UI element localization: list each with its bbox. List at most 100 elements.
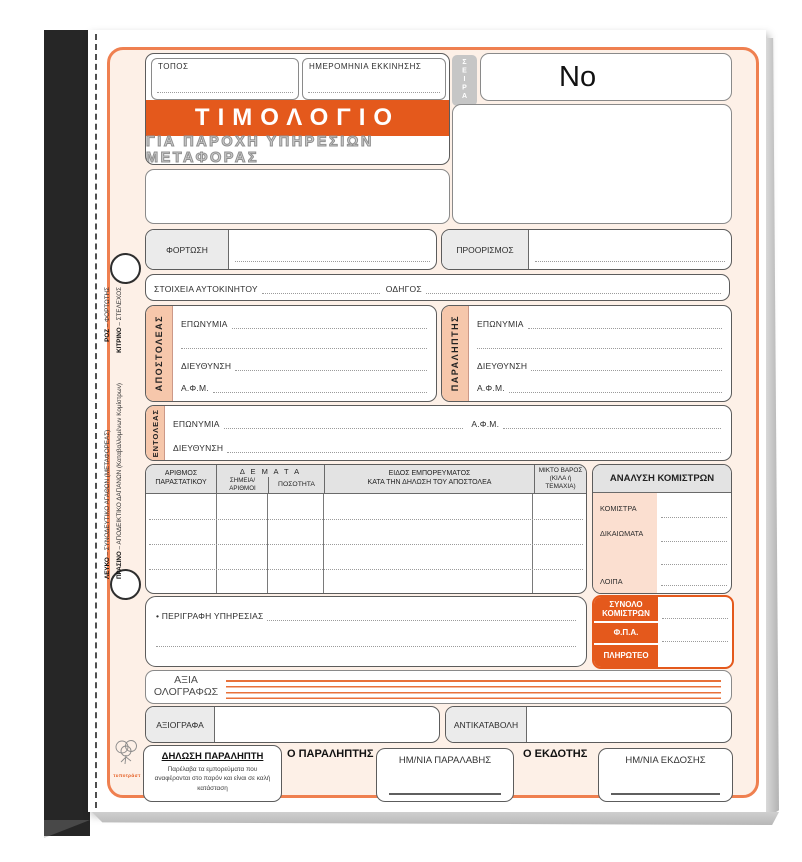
perforation-dashed-line [95,34,97,808]
principal-address-line [227,434,721,453]
sender-name-label: ΕΠΩΝΥΜΙΑ [181,319,228,329]
fare-line-1 [661,517,727,518]
driver-input-line [425,293,721,294]
value-in-words-lines [226,675,721,699]
tree-logo-icon [115,740,137,765]
issue-signature-line [610,793,721,795]
series-tab-label: ΣΕΙΡΑ [461,59,468,102]
destination-input-line [535,261,725,262]
recipient-name-line [527,312,722,329]
recipient-signature-label: Ο ΠΑΡΑΛΗΠΤΗΣ [287,748,374,760]
recipient-vat-line [508,376,722,393]
title-block: ΤΟΠΟΣ ΗΜΕΡΟΜΗΝΙΑ ΕΚΚΙΝΗΣΗΣ ΤΙΜΟΛΟΓΙΟ ΓΙΑ… [145,53,450,165]
punch-hole-bottom [110,569,141,600]
col-packages-group: Δ Ε Μ Α Τ Α ΣΗΜΕΙΑ/ΑΡΙΘΜΟΙ ΠΟΣΟΤΗΤΑ [217,465,325,493]
receipt-signature-line [389,793,501,795]
goods-table: ΑΡΙΘΜΟΣ ΠΑΡΑΣΤΑΤΙΚΟΥ Δ Ε Μ Α Τ Α ΣΗΜΕΙΑ/Α… [145,464,587,594]
issue-date-box: ΗΜ/ΝΙΑ ΕΚΔΟΣΗΣ [598,748,733,802]
start-date-input-line [308,92,440,93]
sender-box: ΑΠΟΣΤΟΛΕΑΣ ΕΠΩΝΥΜΙΑ ΔΙΕΥΘΥΝΣΗ Α.Φ.Μ. [145,305,437,402]
receipt-date-label: ΗΜ/ΝΙΑ ΠΑΡΑΛΑΒΗΣ [398,755,492,766]
vat-label: Φ.Π.Α. [594,623,658,645]
fare-line-3 [661,564,727,565]
table-vline-2 [267,494,268,593]
table-row-line-2 [149,544,583,545]
page-stack-edge-bottom [92,812,779,825]
recipient-extra-line [477,334,722,349]
principal-name-line [223,410,464,429]
brand-name: τυποτράστ [113,773,141,778]
service-description-label: • ΠΕΡΙΓΡΑΦΗ ΥΠΗΡΕΣΙΑΣ [156,611,264,621]
punch-hole-top [110,253,141,284]
fares-label-column: ΚΟΜΙΣΤΡΑ ΔΙΚΑΙΩΜΑΤΑ ΛΟΙΠΑ [593,493,657,593]
securities-value-area [215,707,439,742]
col-gross-weight: ΜΙΚΤΟ ΒΑΡΟΣ (ΚΙΛΑ ή ΤΕΜΑΧΙΑ) [538,467,583,490]
invoice-title-banner: ΤΙΜΟΛΟΓΙΟ [146,100,449,136]
legend-white: ΛΕΥΚΟ [104,557,111,579]
destination-field: ΠΡΟΟΡΙΣΜΟΣ [441,229,732,270]
recipient-vat-label: Α.Φ.Μ. [477,383,505,393]
cod-field: ΑΝΤΙΚΑΤΑΒΟΛΗ [445,706,732,743]
vehicle-input-line [261,293,380,294]
typotrust-logo: τυποτράστ [109,738,145,780]
recipient-title: ΠΑΡΑΛΗΠΤΗΣ [442,306,469,401]
vehicle-details-label: ΣΤΟΙΧΕΙΑ ΑΥΤΟΚΙΝΗΤΟΥ [154,284,258,294]
legend-line-2: ΠΡΑΣΙΝΟ – ΑΠΟΔΕΙΚΤΙΚΟ ΔΑΠΑΝΩΝ (Καταβαλλο… [116,287,123,579]
recipient-address-label: ΔΙΕΥΘΥΝΣΗ [477,361,528,371]
start-date-label: ΗΜΕΡΟΜΗΝΙΑ ΕΚΚΙΝΗΣΗΣ [309,62,422,71]
service-line-2 [156,620,576,647]
principal-vat-line [503,410,721,429]
sender-address-line [235,354,427,371]
sender-title: ΑΠΟΣΤΟΛΕΑΣ [146,306,173,401]
receipt-date-box: ΗΜ/ΝΙΑ ΠΑΡΑΛΑΒΗΣ [376,748,514,802]
sender-vat-label: Α.Φ.Μ. [181,383,209,393]
principal-name-label: ΕΠΩΝΥΜΙΑ [173,419,220,429]
payable-label: ΠΛΗΡΩΤΕΟ [594,645,658,667]
recipient-name-label: ΕΠΩΝΥΜΙΑ [477,319,524,329]
vat-line [662,641,728,642]
issue-date-label: ΗΜ/ΝΙΑ ΕΚΔΟΣΗΣ [625,755,706,766]
sender-vat-line [212,376,427,393]
loading-label: ΦΟΡΤΩΣΗ [146,230,229,269]
invoice-title: ΤΙΜΟΛΟΓΙΟ [194,104,401,131]
totals-box: ΣΥΝΟΛΟ ΚΟΜΙΣΤΡΩΝ Φ.Π.Α. ΠΛΗΡΩΤΕΟ [592,595,734,669]
fare-line-2 [661,541,727,542]
total-fares-line [662,618,728,619]
invoice-number-bar: No [480,53,732,101]
col-document-number: ΑΡΙΘΜΟΣ ΠΑΡΑΣΤΑΤΙΚΟΥ [146,465,217,493]
value-in-words-box: ΑΞΙΑ ΟΛΟΓΡΑΦΩΣ [145,670,732,704]
col-quantity: ΠΟΣΟΤΗΤΑ [278,480,315,488]
sender-extra-line [181,334,427,349]
other-label: ΛΟΙΠΑ [600,577,623,586]
driver-label: ΟΔΗΓΟΣ [385,284,422,294]
fares-analysis-title: ΑΝΑΛΥΣΗ ΚΟΜΙΣΤΡΩΝ [593,465,731,493]
legend-pink: ΡΟΖ [104,328,111,342]
invoice-number-label: No [559,60,597,93]
series-tab: ΣΕΙΡΑ [452,55,477,106]
securities-label: ΑΞΙΟΓΡΑΦΑ [146,707,215,742]
recipient-declaration-box: ΔΗΛΩΣΗ ΠΑΡΑΛΗΠΤΗ Παρέλαβα τα εμπορεύματα… [143,745,282,802]
fare-line-4 [661,585,727,586]
invoice-subtitle: ΓΙΑ ΠΑΡΟΧΗ ΥΠΗΡΕΣΙΩΝ ΜΕΤΑΦΟΡΑΣ [146,133,374,165]
legend-yellow: ΚΙΤΡΙΝΟ [116,327,123,353]
place-label: ΤΟΠΟΣ [158,62,189,71]
payable-value-area [658,645,732,667]
fare-label: ΚΟΜΙΣΤΡΑ [600,504,637,513]
recipient-address-line [531,354,722,371]
table-vline-1 [216,494,217,593]
cod-value-area [527,707,731,742]
sender-name-line [231,312,427,329]
place-field: ΤΟΠΟΣ [151,58,299,100]
book-spine [44,30,90,836]
value-in-words-label: ΑΞΙΑ ΟΛΟΓΡΑΦΩΣ [153,674,219,698]
table-vline-4 [532,494,533,593]
col-packages-title: Δ Ε Μ Α Τ Α [239,466,302,476]
principal-vat-label: Α.Φ.Μ. [471,419,500,429]
principal-box: ΕΝΤΟΛΕΑΣ ΕΠΩΝΥΜΙΑ Α.Φ.Μ. ΔΙΕΥΘΥΝΣΗ [145,405,732,461]
issuer-stamp-box [452,104,732,224]
loading-field: ΦΟΡΤΩΣΗ [145,229,437,270]
vehicle-row: ΣΤΟΙΧΕΙΑ ΑΥΤΟΚΙΝΗΤΟΥ ΟΔΗΓΟΣ [145,274,730,301]
service-line-1 [267,596,576,621]
col-goods-type: ΕΙΔΟΣ ΕΜΠΟΡΕΥΜΑΤΟΣ ΚΑΤΑ ΤΗΝ ΔΗΛΩΣΗ ΤΟΥ ΑΠ… [325,465,535,493]
notes-box [145,169,450,224]
